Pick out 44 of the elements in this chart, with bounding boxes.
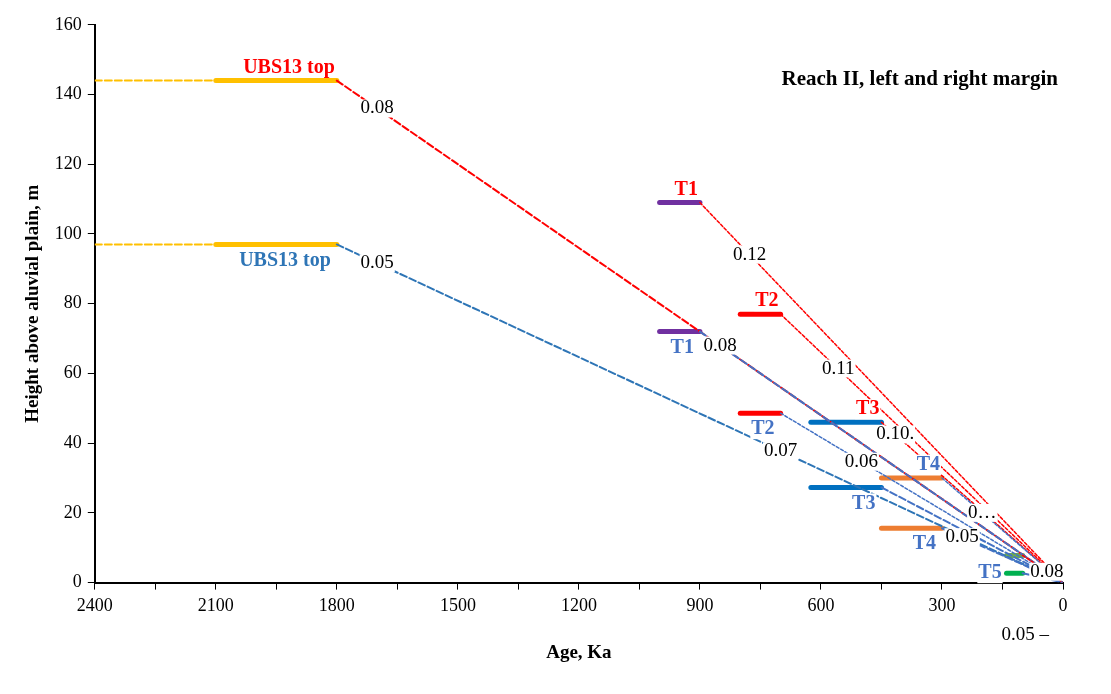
y-tick-label: 40 xyxy=(63,431,82,452)
series-label: T1 xyxy=(670,334,694,357)
series-label: T4 xyxy=(912,531,936,554)
annotation: 0… xyxy=(968,500,997,522)
y-tick-label: 100 xyxy=(54,222,82,243)
y-tick-label: 160 xyxy=(54,13,82,34)
x-tick-label: 600 xyxy=(807,595,835,616)
x-tick-label: 1800 xyxy=(318,595,355,616)
series-label: T5 xyxy=(978,560,1002,583)
y-tick-label: 140 xyxy=(54,83,82,104)
series-label: T3 xyxy=(856,396,880,419)
series-label: T4 xyxy=(916,452,940,475)
x-tick-label: 2100 xyxy=(197,595,234,616)
annotation: 0.08 xyxy=(703,333,737,355)
series-label: UBS13 top xyxy=(239,247,331,271)
annotation: 0.06 xyxy=(844,449,878,471)
series-label: T2 xyxy=(751,416,775,439)
series-label: T2 xyxy=(755,288,779,311)
y-tick-label: 80 xyxy=(63,292,82,313)
text: Reach II, left and right margin xyxy=(781,66,1059,91)
x-axis-title: Age, Ka xyxy=(546,640,613,662)
y-tick-label: 60 xyxy=(63,362,82,383)
x-tick-label: 1200 xyxy=(560,595,597,616)
series-label: UBS13 top xyxy=(243,54,335,78)
annotation: 0.07 xyxy=(763,439,798,461)
x-tick-label: 0 xyxy=(1058,595,1068,616)
annotation: 0.08 xyxy=(1030,559,1064,581)
series-label: T3 xyxy=(852,490,876,513)
y-tick-label: 0 xyxy=(72,571,82,592)
annotation: 0.12 xyxy=(732,242,767,264)
text: 0.05 – xyxy=(1001,622,1050,644)
x-tick-label: 1500 xyxy=(439,595,476,616)
x-tick-label: 300 xyxy=(928,595,956,616)
annotation: 0.11 xyxy=(822,356,855,378)
x-tick-label: 2400 xyxy=(76,595,113,616)
y-tick-label: 20 xyxy=(63,501,82,522)
annotation: 0.08 xyxy=(360,96,394,118)
annotation: 0.05 xyxy=(945,525,979,547)
series-label: T1 xyxy=(674,176,698,199)
annotation: 0.05 xyxy=(360,251,394,273)
y-tick-label: 120 xyxy=(54,152,82,173)
annotation: 0.10. xyxy=(876,422,915,444)
y-axis-title: Height above aluvial plain, m xyxy=(21,184,43,423)
x-tick-label: 900 xyxy=(686,595,714,616)
